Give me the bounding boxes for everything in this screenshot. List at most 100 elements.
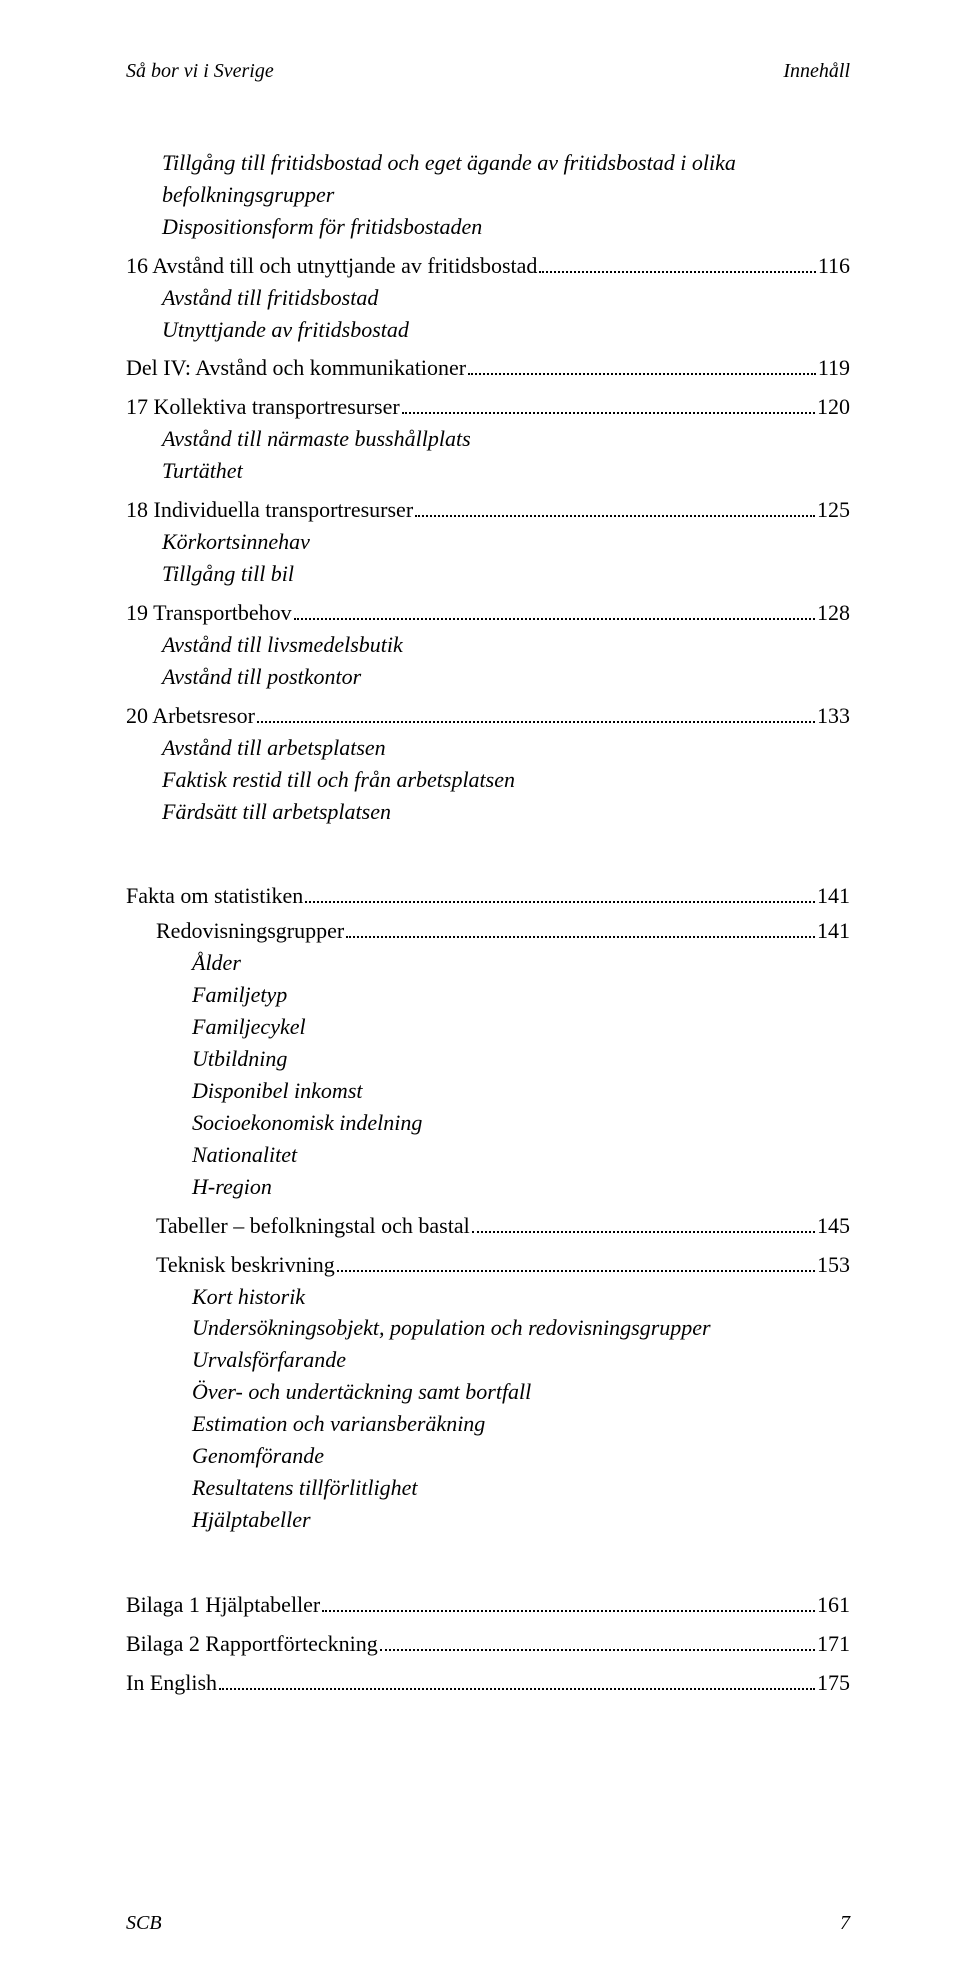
running-footer: SCB 7 bbox=[126, 1912, 850, 1935]
footer-left: SCB bbox=[126, 1912, 162, 1935]
toc-entry-page: 171 bbox=[817, 1627, 850, 1660]
toc-sub-item: Socioekonomisk indelning bbox=[192, 1107, 850, 1139]
toc-leader-dots bbox=[219, 1688, 815, 1690]
toc-sub-item: Över- och undertäckning samt bortfall bbox=[192, 1376, 850, 1408]
toc-main: Tillgång till fritidsbostad och eget äga… bbox=[126, 147, 850, 827]
toc-leader-dots bbox=[402, 412, 815, 414]
toc-group: Bilaga 1 Hjälptabeller 161 bbox=[126, 1588, 850, 1621]
toc-sub-item: Utnyttjande av fritidsbostad bbox=[162, 314, 850, 346]
toc-entry-page: 133 bbox=[817, 699, 850, 732]
toc-entry-page: 145 bbox=[817, 1209, 850, 1242]
toc-sub-item: Tillgång till bil bbox=[162, 558, 850, 590]
toc-stats-groups: Redovisningsgrupper 141ÅlderFamiljetypFam… bbox=[126, 914, 850, 1535]
toc-entry-page: 153 bbox=[817, 1248, 850, 1281]
toc-sub-item: Avstånd till fritidsbostad bbox=[162, 282, 850, 314]
toc-entry: 18 Individuella transportresurser 125 bbox=[126, 493, 850, 526]
toc-entry: Bilaga 2 Rapportförteckning 171 bbox=[126, 1627, 850, 1660]
toc-group: Bilaga 2 Rapportförteckning 171 bbox=[126, 1627, 850, 1660]
toc-sub-item: Urvalsförfarande bbox=[192, 1344, 850, 1376]
page: Så bor vi i Sverige Innehåll Tillgång ti… bbox=[0, 0, 960, 1979]
toc-entry-page: 128 bbox=[817, 596, 850, 629]
toc-group: Del IV: Avstånd och kommunikationer 119 bbox=[126, 351, 850, 384]
toc-sub-item: Färdsätt till arbetsplatsen bbox=[162, 796, 850, 828]
toc-entry-page: 116 bbox=[818, 249, 850, 282]
toc-sub-item: Estimation och variansberäkning bbox=[192, 1408, 850, 1440]
toc-entry-title: Redovisningsgrupper bbox=[156, 914, 344, 947]
toc-entry-title: Teknisk beskrivning bbox=[156, 1248, 335, 1281]
toc-stats-heading: Fakta om statistiken141 bbox=[126, 879, 850, 912]
toc-entry-title: In English bbox=[126, 1666, 217, 1699]
toc-entry: 16 Avstånd till och utnyttjande av friti… bbox=[126, 249, 850, 282]
toc-leader-dots bbox=[468, 373, 816, 375]
header-right: Innehåll bbox=[783, 60, 850, 83]
toc-sub-list: Avstånd till arbetsplatsenFaktisk restid… bbox=[126, 732, 850, 828]
toc-group: 17 Kollektiva transportresurser 120Avstån… bbox=[126, 390, 850, 487]
toc-group: In English 175 bbox=[126, 1666, 850, 1699]
toc-entry-title: Tabeller – befolkningstal och bastal bbox=[156, 1209, 470, 1242]
toc-group: Tillgång till fritidsbostad och eget äga… bbox=[126, 147, 850, 243]
toc-sub-item: Dispositionsform för fritidsbostaden bbox=[162, 211, 850, 243]
toc-group: 16 Avstånd till och utnyttjande av friti… bbox=[126, 249, 850, 346]
toc-sub-item: Resultatens tillförlitlighet bbox=[192, 1472, 850, 1504]
toc-entry-page: 120 bbox=[817, 390, 850, 423]
toc-leader-dots bbox=[415, 515, 815, 517]
toc-sub-item: Kort historik bbox=[192, 1281, 850, 1313]
toc-entry-title: 20 Arbetsresor bbox=[126, 699, 255, 732]
toc-sub-item: Hjälptabeller bbox=[192, 1504, 850, 1536]
toc-sub-item: Undersökningsobjekt, population och redo… bbox=[192, 1312, 850, 1344]
toc-group: Redovisningsgrupper 141ÅlderFamiljetypFam… bbox=[156, 914, 850, 1202]
toc-leader-dots bbox=[539, 271, 815, 273]
toc-sub-item: Tillgång till fritidsbostad och eget äga… bbox=[162, 147, 850, 211]
toc-entry-title: Bilaga 1 Hjälptabeller bbox=[126, 1588, 320, 1621]
toc-leader-dots bbox=[305, 901, 815, 903]
toc-sub-list: Avstånd till fritidsbostadUtnyttjande av… bbox=[126, 282, 850, 346]
toc-sub-item: Turtäthet bbox=[162, 455, 850, 487]
toc-leader-dots bbox=[472, 1231, 815, 1233]
toc-entry: Redovisningsgrupper 141 bbox=[156, 914, 850, 947]
toc-sub-list: ÅlderFamiljetypFamiljecykelUtbildningDis… bbox=[156, 947, 850, 1202]
toc-group: 19 Transportbehov128Avstånd till livsmed… bbox=[126, 596, 850, 693]
toc-sub-item: Genomförande bbox=[192, 1440, 850, 1472]
toc-sub-item: Avstånd till postkontor bbox=[162, 661, 850, 693]
running-header: Så bor vi i Sverige Innehåll bbox=[126, 60, 850, 83]
toc-sub-item: Avstånd till närmaste busshållplats bbox=[162, 423, 850, 455]
toc-entry: Del IV: Avstånd och kommunikationer 119 bbox=[126, 351, 850, 384]
toc-entry: 19 Transportbehov128 bbox=[126, 596, 850, 629]
toc-sub-item: Avstånd till arbetsplatsen bbox=[162, 732, 850, 764]
toc-group: Tabeller – befolkningstal och bastal 145 bbox=[156, 1209, 850, 1242]
toc-entry: Fakta om statistiken141 bbox=[126, 879, 850, 912]
toc-entry-page: 141 bbox=[817, 914, 850, 947]
toc-sub-item: Familjecykel bbox=[192, 1011, 850, 1043]
toc-leader-dots bbox=[294, 618, 815, 620]
toc-entry-title: Bilaga 2 Rapportförteckning bbox=[126, 1627, 378, 1660]
toc-entry-page: 125 bbox=[817, 493, 850, 526]
toc-group: Teknisk beskrivning 153Kort historikUnder… bbox=[156, 1248, 850, 1536]
toc-entry-page: 119 bbox=[818, 351, 850, 384]
toc-entry-page: 175 bbox=[817, 1666, 850, 1699]
toc-leader-dots bbox=[337, 1270, 815, 1272]
toc-sub-item: Körkortsinnehav bbox=[162, 526, 850, 558]
toc-entry-title: Fakta om statistiken bbox=[126, 879, 303, 912]
toc-sub-item: Disponibel inkomst bbox=[192, 1075, 850, 1107]
toc-entry-title: 17 Kollektiva transportresurser bbox=[126, 390, 400, 423]
toc-entry-page: 161 bbox=[817, 1588, 850, 1621]
toc-entry-title: 16 Avstånd till och utnyttjande av friti… bbox=[126, 249, 537, 282]
header-left: Så bor vi i Sverige bbox=[126, 60, 274, 83]
toc-sub-item: Faktisk restid till och från arbetsplats… bbox=[162, 764, 850, 796]
toc-sub-item: Utbildning bbox=[192, 1043, 850, 1075]
toc-sub-item: Avstånd till livsmedelsbutik bbox=[162, 629, 850, 661]
toc-sub-item: Ålder bbox=[192, 947, 850, 979]
toc-sub-item: H-region bbox=[192, 1171, 850, 1203]
toc-sub-list: Avstånd till närmaste busshållplatsTurtä… bbox=[126, 423, 850, 487]
toc-leader-dots bbox=[346, 936, 815, 938]
toc-appendix: Bilaga 1 Hjälptabeller 161 Bilaga 2 Rappor… bbox=[126, 1588, 850, 1699]
toc-entry-title: Del IV: Avstånd och kommunikationer bbox=[126, 351, 466, 384]
toc-entry: Bilaga 1 Hjälptabeller 161 bbox=[126, 1588, 850, 1621]
toc-sub-list: KörkortsinnehavTillgång till bil bbox=[126, 526, 850, 590]
toc-entry-title: 18 Individuella transportresurser bbox=[126, 493, 413, 526]
toc-sub-list: Kort historikUndersökningsobjekt, popula… bbox=[156, 1281, 850, 1536]
toc-sub-item: Nationalitet bbox=[192, 1139, 850, 1171]
toc-sub-item: Familjetyp bbox=[192, 979, 850, 1011]
toc-sub-list: Tillgång till fritidsbostad och eget äga… bbox=[126, 147, 850, 243]
toc-sub-list: Avstånd till livsmedelsbutikAvstånd till… bbox=[126, 629, 850, 693]
